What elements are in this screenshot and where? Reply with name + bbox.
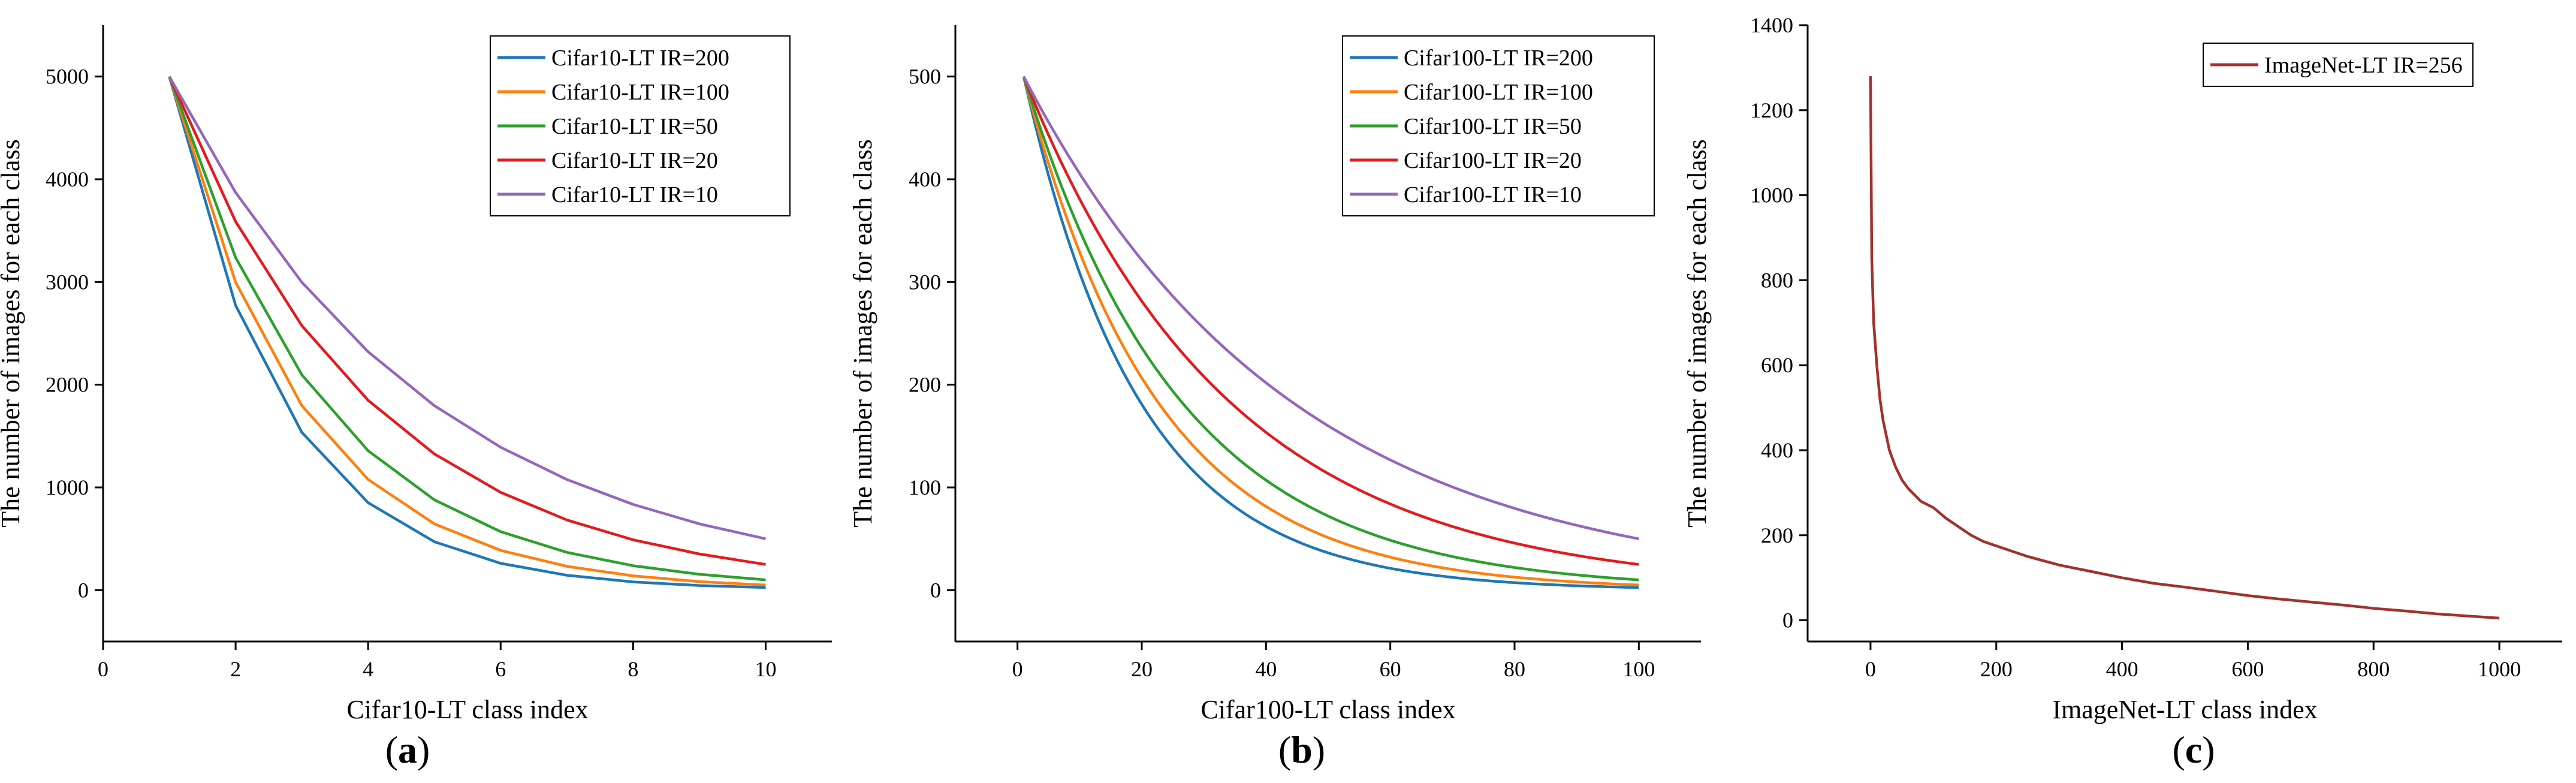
legend: Cifar10-LT IR=200 Cifar10-LT IR=100 Cifar1… [490,35,791,216]
y-tick-label: 100 [909,475,941,499]
x-tick-label: 200 [1980,657,2013,681]
x-tick-label: 4 [363,657,373,681]
x-axis-title: Cifar10-LT class index [346,695,588,724]
legend-label-cifar10-lt-ir-10: Cifar10-LT IR=10 [551,182,718,207]
legend-label-cifar100-lt-ir-100: Cifar100-LT IR=100 [1404,80,1593,105]
x-tick-label: 2 [230,657,241,681]
x-tick-label: 60 [1380,657,1401,681]
x-tick-label: 6 [495,657,506,681]
y-tick-label: 800 [1761,268,1793,292]
legend-label-cifar10-lt-ir-50: Cifar10-LT IR=50 [551,114,718,139]
series-line-cifar10-lt-ir-100 [168,76,766,587]
x-tick-label: 0 [1012,657,1023,681]
y-tick-label: 300 [909,270,941,294]
legend-label-cifar100-lt-ir-50: Cifar100-LT IR=50 [1404,114,1582,139]
y-axis-title: The number of images for each class [0,139,25,528]
y-tick-label: 400 [909,167,941,191]
y-tick-label: 1000 [46,475,89,499]
y-tick-label: 1400 [1750,13,1793,37]
legend-label-cifar100-lt-ir-10: Cifar100-LT IR=10 [1404,182,1582,207]
x-tick-label: 8 [628,657,638,681]
series-line-cifar100-lt-ir-100 [1022,76,1639,587]
panel-label-b: (b) [1278,728,1325,771]
legend: ImageNet-LT IR=256 [2203,43,2474,87]
y-tick-label: 600 [1761,353,1793,377]
chart-panel-a: 0 2 4 6 8 10 0 1000 2000 3000 4000 5000 Cifar10-LT c… [0,25,832,724]
legend-label-cifar100-lt-ir-200: Cifar100-LT IR=200 [1404,46,1593,71]
y-tick-label: 1000 [1750,183,1793,207]
y-tick-label: 0 [930,578,941,602]
x-tick-label: 20 [1131,657,1153,681]
x-tick-label: 400 [2106,657,2138,681]
panel-label-c: (c) [2172,728,2215,771]
x-tick-label: 40 [1255,657,1277,681]
series-line-cifar10-lt-ir-200 [168,76,766,589]
x-tick-label: 100 [1622,657,1655,681]
series-line-cifar100-lt-ir-200 [1022,76,1639,589]
x-tick-label: 10 [755,657,776,681]
x-tick-label: 1000 [2478,657,2521,681]
y-tick-label: 5000 [46,65,89,89]
y-tick-label: 400 [1761,438,1793,462]
y-tick-label: 1200 [1750,98,1793,122]
legend-label-imagenet-lt-ir-256: ImageNet-LT IR=256 [2264,53,2463,78]
series-line-cifar100-lt-ir-50 [1022,76,1639,582]
x-tick-label: 800 [2357,657,2390,681]
x-tick-label: 0 [98,657,108,681]
x-tick-label: 80 [1504,657,1525,681]
x-axis-title: Cifar100-LT class index [1200,695,1455,724]
y-tick-label: 4000 [46,167,89,191]
y-tick-label: 0 [78,578,89,602]
legend-label-cifar10-lt-ir-200: Cifar10-LT IR=200 [551,46,729,71]
series-line-imagenet-lt-ir-256 [1869,76,2500,620]
y-tick-label: 3000 [46,270,89,294]
y-axis-title: The number of images for each class [1682,139,1712,528]
y-tick-label: 0 [1782,609,1793,633]
series-line-cifar10-lt-ir-50 [168,76,766,582]
y-axis-title: The number of images for each class [848,139,877,528]
series-line-cifar10-lt-ir-10 [168,76,766,540]
legend-label-cifar100-lt-ir-20: Cifar100-LT IR=20 [1404,148,1582,173]
series-line-cifar10-lt-ir-20 [168,76,766,566]
series-line-cifar100-lt-ir-10 [1022,76,1639,540]
chart-panel-c: 0 200 400 600 800 1000 0 200 400 600 800 1000 1200 14… [1682,13,2562,724]
legend-label-cifar10-lt-ir-20: Cifar10-LT IR=20 [551,148,718,173]
legend: Cifar100-LT IR=200 Cifar100-LT IR=100 Cifa… [1342,35,1655,216]
legend-label-cifar10-lt-ir-100: Cifar10-LT IR=100 [551,80,729,105]
x-tick-label: 0 [1865,657,1876,681]
y-tick-label: 200 [909,373,941,397]
chart-panel-b: 0 20 40 60 80 100 0 100 200 300 400 500 Cifar100-LT … [848,25,1701,724]
y-tick-label: 200 [1761,523,1793,547]
y-tick-label: 500 [909,65,941,89]
x-tick-label: 600 [2231,657,2264,681]
series-line-cifar100-lt-ir-20 [1022,76,1639,566]
y-tick-label: 2000 [46,373,89,397]
x-axis-title: ImageNet-LT class index [2052,695,2317,724]
panel-label-a: (a) [385,728,430,771]
